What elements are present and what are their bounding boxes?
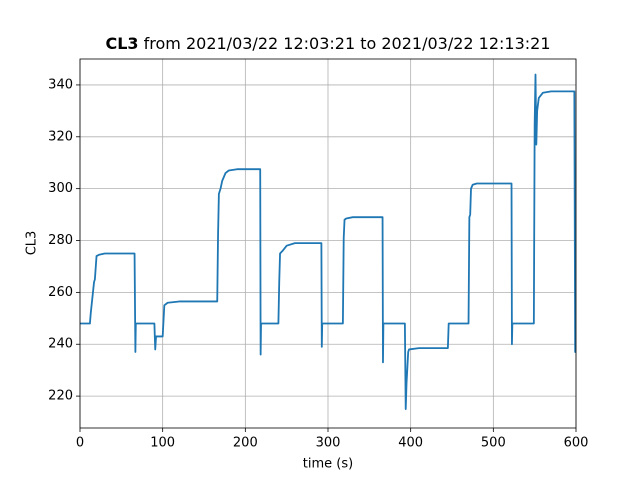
- y-axis-label: CL3: [25, 231, 40, 256]
- x-tick-label: 200: [233, 436, 258, 451]
- y-tick-label: 260: [48, 285, 73, 300]
- x-tick-label: 500: [481, 436, 506, 451]
- x-tick-label: 100: [150, 436, 175, 451]
- y-tick-label: 320: [48, 129, 73, 144]
- x-axis-label: time (s): [303, 457, 353, 472]
- y-tick-label: 280: [48, 233, 73, 248]
- x-tick-label: 0: [76, 436, 84, 451]
- title-bold: CL3: [105, 34, 138, 53]
- y-tick-label: 340: [48, 77, 73, 92]
- y-tick-label: 220: [48, 389, 73, 404]
- x-tick-label: 300: [316, 436, 341, 451]
- chart-title: CL3 from 2021/03/22 12:03:21 to 2021/03/…: [105, 34, 550, 53]
- y-tick-label: 300: [48, 181, 73, 196]
- x-tick-label: 400: [398, 436, 423, 451]
- plot-frame: [79, 58, 577, 429]
- data-line: [80, 73, 577, 410]
- y-tick-label: 240: [48, 337, 73, 352]
- x-tick-label: 600: [564, 436, 589, 451]
- title-rest: from 2021/03/22 12:03:21 to 2021/03/22 1…: [144, 34, 551, 53]
